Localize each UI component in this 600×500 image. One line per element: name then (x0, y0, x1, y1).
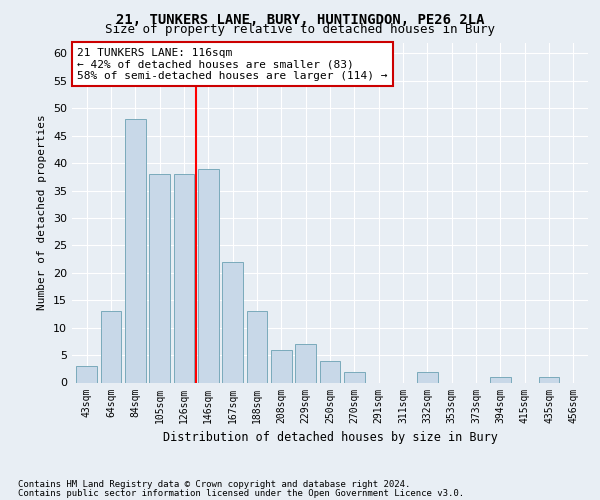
Bar (198, 168, 218, 382)
Text: 21 TUNKERS LANE: 116sqm
← 42% of detached houses are smaller (83)
58% of semi-de: 21 TUNKERS LANE: 116sqm ← 42% of detache… (77, 48, 388, 81)
Y-axis label: Number of detached properties: Number of detached properties (37, 114, 47, 310)
Bar (149, 174, 170, 382)
Bar (271, 350, 292, 382)
Bar (173, 174, 194, 382)
Text: Contains HM Land Registry data © Crown copyright and database right 2024.: Contains HM Land Registry data © Crown c… (18, 480, 410, 489)
Text: Contains public sector information licensed under the Open Government Licence v3: Contains public sector information licen… (18, 488, 464, 498)
Bar (417, 372, 438, 382)
Bar (222, 262, 243, 382)
Bar (125, 120, 146, 382)
Bar (320, 360, 340, 382)
Bar (247, 311, 268, 382)
Bar (101, 311, 121, 382)
Text: Size of property relative to detached houses in Bury: Size of property relative to detached ho… (105, 24, 495, 36)
Bar (295, 344, 316, 383)
Text: 21, TUNKERS LANE, BURY, HUNTINGDON, PE26 2LA: 21, TUNKERS LANE, BURY, HUNTINGDON, PE26… (116, 12, 484, 26)
Bar (490, 377, 511, 382)
Bar (539, 377, 559, 382)
Bar (344, 372, 365, 382)
X-axis label: Distribution of detached houses by size in Bury: Distribution of detached houses by size … (163, 431, 497, 444)
Bar (76, 366, 97, 382)
